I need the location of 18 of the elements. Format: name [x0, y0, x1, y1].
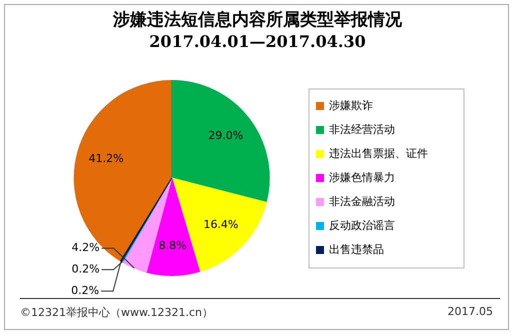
legend-label: 出售违禁品 [329, 242, 384, 256]
data-label: 4.2% [72, 241, 100, 254]
legend-label: 违法出售票据、证件 [329, 146, 428, 160]
data-label: 0.2% [72, 262, 100, 276]
data-label: 16.4% [203, 218, 238, 232]
data-label: 29.0% [208, 129, 244, 142]
chart-subtitle: 2017.04.01—2017.04.30 [148, 32, 367, 51]
legend-label: 反动政治谣言 [329, 218, 395, 232]
text: ©12321举报中心（www.12321.cn） [20, 305, 213, 320]
data-label: 0.2% [71, 284, 100, 297]
data-label: 8.8% [158, 239, 187, 252]
legend-label: 非法经营活动 [329, 122, 395, 136]
data-label: 41.2% [88, 152, 124, 166]
text: 2017.05 [448, 305, 493, 318]
legend-label: 涉嫌欺诈 [329, 98, 373, 112]
chart-title: 涉嫌违法短信息内容所属类型举报情况 [112, 9, 403, 31]
legend-label: 涉嫌色情暴力 [329, 170, 395, 184]
legend-label: 非法金融活动 [329, 194, 395, 208]
